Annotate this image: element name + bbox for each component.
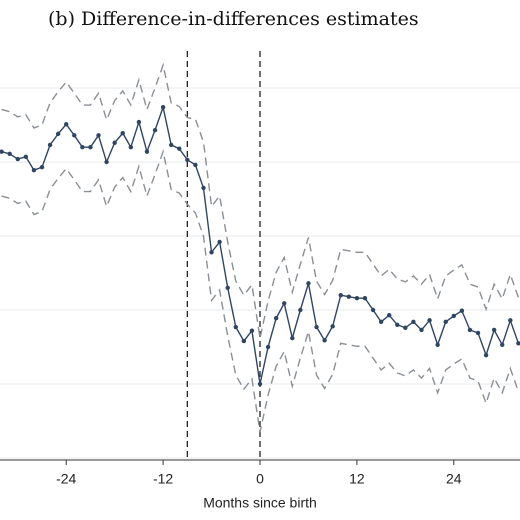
point xyxy=(15,156,20,162)
x-tick-label: 0 xyxy=(256,471,264,487)
point xyxy=(201,185,206,191)
point xyxy=(491,327,497,333)
point xyxy=(475,330,481,336)
point xyxy=(322,338,327,343)
point xyxy=(443,319,448,325)
point xyxy=(338,293,343,298)
point xyxy=(467,327,473,333)
point xyxy=(144,149,150,154)
point xyxy=(39,164,45,170)
point xyxy=(136,119,142,125)
point xyxy=(7,151,12,157)
point xyxy=(427,318,432,323)
point xyxy=(516,341,520,346)
chart-title: (b) Difference-in-differences estimates xyxy=(48,8,419,30)
point xyxy=(233,324,238,330)
point xyxy=(128,145,134,150)
point xyxy=(306,281,311,286)
x-axis-label: Months since birth xyxy=(203,495,317,511)
x-tick-label: -24 xyxy=(56,471,76,487)
point xyxy=(0,149,4,154)
point xyxy=(160,105,166,110)
confidence-band-line xyxy=(1,149,520,433)
point xyxy=(80,145,85,150)
point xyxy=(282,301,287,306)
point xyxy=(419,327,424,333)
point xyxy=(500,342,505,347)
point xyxy=(31,167,37,173)
point xyxy=(290,335,295,341)
point xyxy=(64,122,69,127)
confidence-band-line xyxy=(1,62,520,339)
point xyxy=(354,295,360,301)
point xyxy=(451,313,456,319)
point xyxy=(120,130,125,136)
point xyxy=(177,146,182,151)
point xyxy=(330,324,335,329)
point xyxy=(55,131,61,137)
point xyxy=(72,133,77,138)
point xyxy=(273,315,279,321)
point xyxy=(152,127,158,133)
point xyxy=(435,342,440,347)
point xyxy=(378,319,384,325)
point xyxy=(185,157,190,162)
point xyxy=(104,159,109,165)
point xyxy=(411,319,416,325)
point xyxy=(23,154,29,160)
point xyxy=(459,308,465,313)
point xyxy=(483,352,489,358)
point xyxy=(257,381,263,387)
point xyxy=(96,133,101,138)
point xyxy=(209,250,214,255)
point xyxy=(168,142,174,148)
point xyxy=(217,239,222,245)
point xyxy=(47,142,53,148)
x-tick-label: 24 xyxy=(446,471,462,487)
point xyxy=(112,140,117,145)
point xyxy=(265,344,271,350)
point xyxy=(193,162,198,168)
point xyxy=(241,338,247,344)
point xyxy=(346,294,352,299)
x-tick-label: 12 xyxy=(349,471,365,487)
point xyxy=(314,324,319,330)
point xyxy=(370,307,376,313)
point xyxy=(362,295,368,301)
point xyxy=(225,285,230,290)
point xyxy=(386,312,392,318)
point xyxy=(403,325,408,330)
x-tick-label: -12 xyxy=(153,471,173,487)
point xyxy=(508,318,513,323)
point xyxy=(249,328,255,333)
point xyxy=(395,322,400,327)
point xyxy=(298,307,303,313)
point xyxy=(88,145,93,150)
